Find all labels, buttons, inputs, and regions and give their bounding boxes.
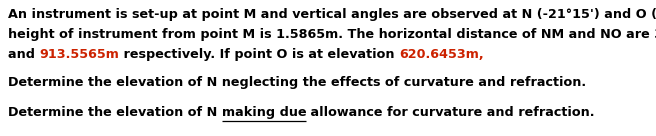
- Text: Determine the elevation of N neglecting the effects of curvature and refraction.: Determine the elevation of N neglecting …: [8, 76, 586, 89]
- Text: respectively. If point O is at elevation: respectively. If point O is at elevation: [119, 48, 400, 61]
- Text: allowance for curvature and refraction.: allowance for curvature and refraction.: [306, 106, 595, 119]
- Text: height of instrument from point M is 1.5865m. The horizontal distance of NM and : height of instrument from point M is 1.5…: [8, 28, 656, 41]
- Text: An instrument is set-up at point M and vertical angles are observed at N (-21°15: An instrument is set-up at point M and v…: [8, 8, 656, 21]
- Text: making due: making due: [222, 106, 306, 119]
- Text: Determine the elevation of N: Determine the elevation of N: [8, 106, 222, 119]
- Text: and: and: [8, 48, 39, 61]
- Text: 913.5565m: 913.5565m: [39, 48, 119, 61]
- Text: 620.6453m,: 620.6453m,: [400, 48, 484, 61]
